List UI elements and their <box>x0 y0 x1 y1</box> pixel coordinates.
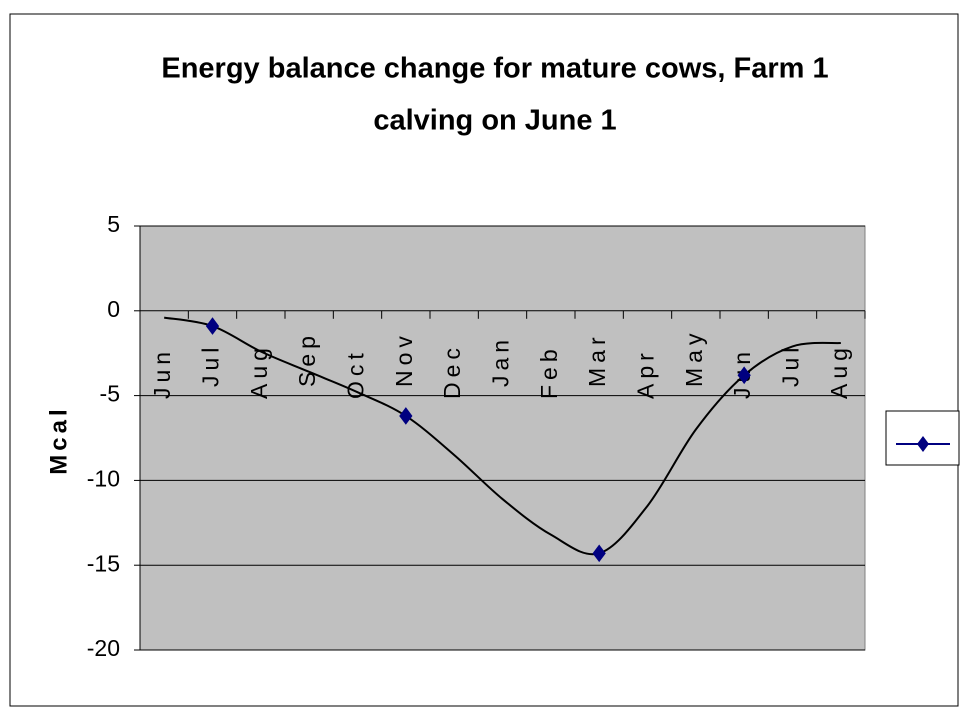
chart-title: Energy balance change for mature cows, F… <box>161 53 828 85</box>
y-tick-label: -10 <box>87 465 120 491</box>
series-line <box>163 316 841 556</box>
x-tick-label: Feb <box>536 344 562 399</box>
y-tick-label: -15 <box>87 550 120 576</box>
x-tick-label: Sep <box>294 331 320 387</box>
data-marker <box>399 407 413 425</box>
x-tick-label: Jul <box>778 343 804 387</box>
x-tick-label: Jun <box>149 347 175 399</box>
x-tick-label: Aug <box>826 343 852 399</box>
x-tick-label: May <box>681 329 707 387</box>
x-tick-label: Dec <box>439 343 465 399</box>
y-axis-label: Mcal <box>45 405 72 474</box>
x-tick-label: Nov <box>391 331 417 387</box>
data-marker <box>205 317 220 335</box>
x-tick-label: Jul <box>198 343 224 387</box>
plot-area <box>139 225 866 651</box>
y-tick-label: -20 <box>87 635 120 661</box>
y-tick-label: 5 <box>107 211 120 237</box>
data-marker <box>592 544 606 563</box>
x-tick-label: Mar <box>584 332 610 387</box>
x-tick-label: Aug <box>246 343 272 399</box>
chart-title: calving on June 1 <box>373 105 616 137</box>
legend-key-marker <box>917 436 929 452</box>
y-tick-label: 0 <box>107 296 120 322</box>
y-tick-label: -5 <box>100 381 120 407</box>
x-tick-label: Jan <box>488 335 514 387</box>
x-tick-label: Apr <box>633 348 659 399</box>
data-marker <box>737 366 751 385</box>
